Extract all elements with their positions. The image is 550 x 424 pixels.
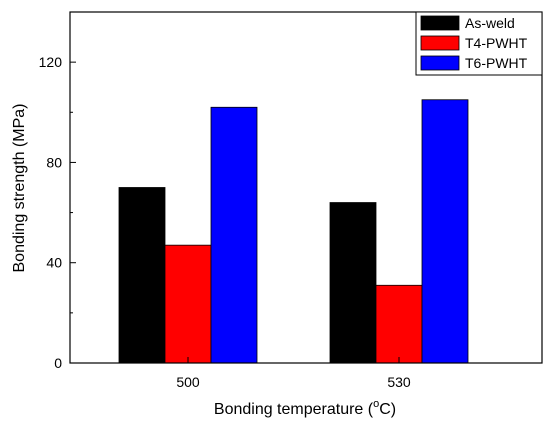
- bars-group: [118, 99, 469, 364]
- x-axis-title: Bonding temperature (oC): [214, 398, 396, 418]
- y-tick-label: 0: [54, 355, 62, 371]
- bar-t4-pwht-500: [164, 244, 212, 364]
- legend: As-weld T4-PWHT T6-PWHT: [415, 11, 543, 76]
- bar-as-weld-500: [118, 187, 166, 364]
- x-tick-label: 530: [387, 374, 411, 390]
- bar-t4-pwht-530: [375, 284, 423, 364]
- legend-swatch-t4-pwht: [420, 35, 460, 51]
- x-axis-degree-symbol: o: [373, 398, 379, 410]
- x-axis: 500 530: [176, 357, 411, 390]
- bar-t6-pwht-500: [210, 106, 258, 364]
- plot-frame: [69, 11, 543, 364]
- x-tick-label: 500: [176, 374, 200, 390]
- legend-label-as-weld: As-weld: [465, 15, 515, 31]
- y-tick-label: 80: [46, 154, 62, 170]
- bar-as-weld-530: [329, 202, 377, 364]
- legend-swatch-t6-pwht: [420, 55, 460, 71]
- bar-t6-pwht-530: [421, 99, 469, 364]
- y-axis-title: Bonding strength (MPa): [11, 104, 28, 273]
- y-tick-label: 120: [39, 54, 63, 70]
- y-tick-label: 40: [46, 255, 62, 271]
- legend-swatch-as-weld: [420, 15, 460, 31]
- y-axis: 0 40 80 120: [39, 54, 76, 371]
- legend-label-t6-pwht: T6-PWHT: [465, 55, 528, 71]
- legend-label-t4-pwht: T4-PWHT: [465, 35, 528, 51]
